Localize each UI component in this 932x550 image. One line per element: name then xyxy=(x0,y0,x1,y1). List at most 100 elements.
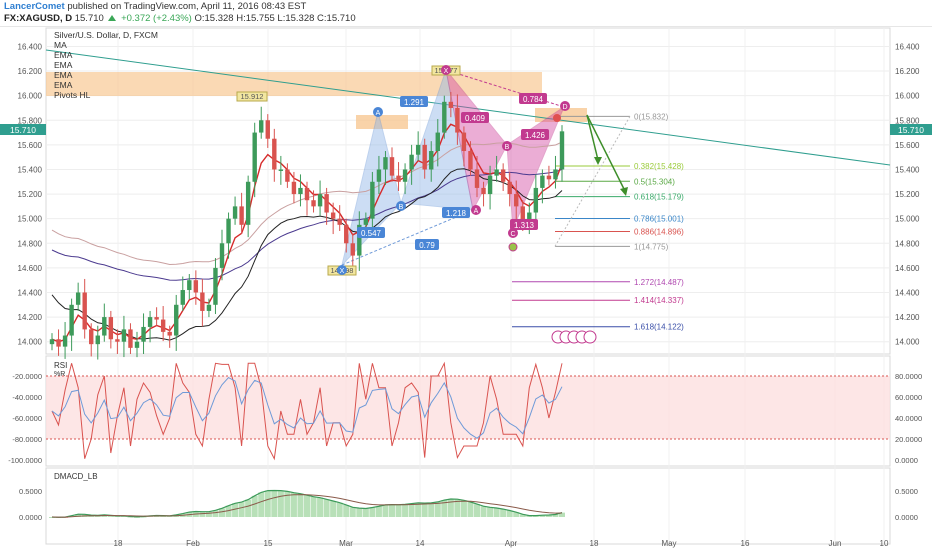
dmac-bar[interactable] xyxy=(480,506,487,517)
candle-body[interactable] xyxy=(89,329,94,345)
candle-body[interactable] xyxy=(402,169,408,182)
dmac-bar[interactable] xyxy=(232,503,239,517)
candle-body[interactable] xyxy=(363,218,369,225)
dmac-bar[interactable] xyxy=(310,496,317,517)
dmac-bar[interactable] xyxy=(487,507,494,517)
time-axis[interactable]: 18 Feb 15 Mar 14 Apr 18 May 16 Jun 10 xyxy=(114,539,889,548)
candle-body[interactable] xyxy=(553,169,558,180)
dmac-bar[interactable] xyxy=(552,514,559,517)
dmac-bar[interactable] xyxy=(506,510,513,517)
candle-body[interactable] xyxy=(527,212,532,225)
dmac-bar[interactable] xyxy=(245,499,252,517)
candle-body[interactable] xyxy=(350,243,355,256)
dmac-bar[interactable] xyxy=(290,492,297,517)
dmac-bar[interactable] xyxy=(428,502,435,517)
candle-body[interactable] xyxy=(461,132,467,152)
candle-body[interactable] xyxy=(389,157,395,176)
candle-body[interactable] xyxy=(304,187,310,201)
dmac-bar[interactable] xyxy=(264,490,271,517)
candle-body[interactable] xyxy=(180,290,185,305)
dmac-bar[interactable] xyxy=(402,504,409,517)
candle-body[interactable] xyxy=(160,319,166,332)
candle-body[interactable] xyxy=(187,280,192,291)
dmac-bar[interactable] xyxy=(408,503,415,517)
candle-body[interactable] xyxy=(259,120,264,133)
candle-body[interactable] xyxy=(500,169,506,182)
candle-body[interactable] xyxy=(559,131,565,170)
candle-body[interactable] xyxy=(540,175,545,188)
candle-body[interactable] xyxy=(278,169,284,171)
candle-body[interactable] xyxy=(285,169,290,182)
candle-body[interactable] xyxy=(56,339,61,347)
candle-body[interactable] xyxy=(252,132,257,182)
dmac-bar[interactable] xyxy=(421,503,428,517)
dmac-bar[interactable] xyxy=(369,507,376,517)
candle-body[interactable] xyxy=(383,157,388,170)
dmac-bar[interactable] xyxy=(212,510,219,517)
dmac-bar[interactable] xyxy=(336,502,343,517)
dmac-bar[interactable] xyxy=(219,508,225,517)
candle-body[interactable] xyxy=(396,175,401,182)
candle-body[interactable] xyxy=(95,335,100,345)
dmac-signal[interactable] xyxy=(51,494,563,518)
dmac-bar[interactable] xyxy=(493,507,500,517)
dmac-bar[interactable] xyxy=(297,493,304,517)
candle-body[interactable] xyxy=(167,331,172,336)
dmac-bar[interactable] xyxy=(519,514,526,517)
candle-body[interactable] xyxy=(415,144,421,155)
dmac-bar[interactable] xyxy=(467,501,474,517)
fib-levels[interactable]: 0(15.832) 0.382(15.428) 0.5(15.304) 0.618(1… xyxy=(512,112,684,332)
candle-body[interactable] xyxy=(370,181,375,219)
candle-body[interactable] xyxy=(520,206,525,225)
dmac-bar[interactable] xyxy=(434,501,441,517)
candle-body[interactable] xyxy=(121,329,127,342)
candle-body[interactable] xyxy=(49,339,55,345)
chart-canvas[interactable]: 0(15.832) 0.382(15.428) 0.5(15.304) 0.618(1… xyxy=(0,26,932,550)
dmac-bar[interactable] xyxy=(205,511,212,517)
candle-body[interactable] xyxy=(82,292,87,330)
price-axis[interactable]: 16.400 16.400 16.200 16.200 16.000 16.000 15.8… xyxy=(18,42,920,346)
candle-body[interactable] xyxy=(455,107,460,133)
candle-body[interactable] xyxy=(422,144,427,170)
dmac-bar[interactable] xyxy=(559,512,565,517)
event-markers[interactable] xyxy=(551,330,597,344)
candle-body[interactable] xyxy=(311,200,316,207)
candle-body[interactable] xyxy=(272,138,277,170)
dmac-bar[interactable] xyxy=(284,491,291,517)
candlesticks[interactable] xyxy=(49,91,565,360)
dmac-bar[interactable] xyxy=(526,515,533,517)
candle-body[interactable] xyxy=(245,181,251,225)
candle-body[interactable] xyxy=(213,267,218,305)
dmac-bar[interactable] xyxy=(447,499,454,517)
dmac-bar[interactable] xyxy=(271,490,278,517)
candle-body[interactable] xyxy=(442,101,447,133)
candle-body[interactable] xyxy=(239,206,244,225)
candle-body[interactable] xyxy=(546,175,552,180)
candle-body[interactable] xyxy=(481,187,486,195)
dmac-bar[interactable] xyxy=(349,507,356,517)
candle-body[interactable] xyxy=(468,151,473,170)
candle-body[interactable] xyxy=(494,169,499,176)
candle-body[interactable] xyxy=(147,317,153,327)
candle-body[interactable] xyxy=(435,132,440,152)
candle-body[interactable] xyxy=(102,317,107,336)
dmac-bar[interactable] xyxy=(460,500,467,517)
candle-body[interactable] xyxy=(448,101,454,108)
candle-body[interactable] xyxy=(174,304,179,336)
dmac-bar[interactable] xyxy=(513,512,520,517)
candle-body[interactable] xyxy=(337,218,342,225)
candle-body[interactable] xyxy=(291,181,297,195)
candle-body[interactable] xyxy=(533,187,539,213)
rsi-line[interactable] xyxy=(51,376,563,439)
dmac-bar[interactable] xyxy=(539,515,546,517)
candle-body[interactable] xyxy=(344,224,349,244)
candle-body[interactable] xyxy=(330,212,336,219)
dmac-bar[interactable] xyxy=(343,504,350,517)
candle-body[interactable] xyxy=(409,154,414,170)
dmac-bar[interactable] xyxy=(251,495,258,517)
candle-body[interactable] xyxy=(317,194,323,207)
candle-body[interactable] xyxy=(62,335,68,347)
rsi-lines[interactable] xyxy=(51,361,563,461)
candle-body[interactable] xyxy=(128,329,133,348)
candle-body[interactable] xyxy=(232,206,238,219)
